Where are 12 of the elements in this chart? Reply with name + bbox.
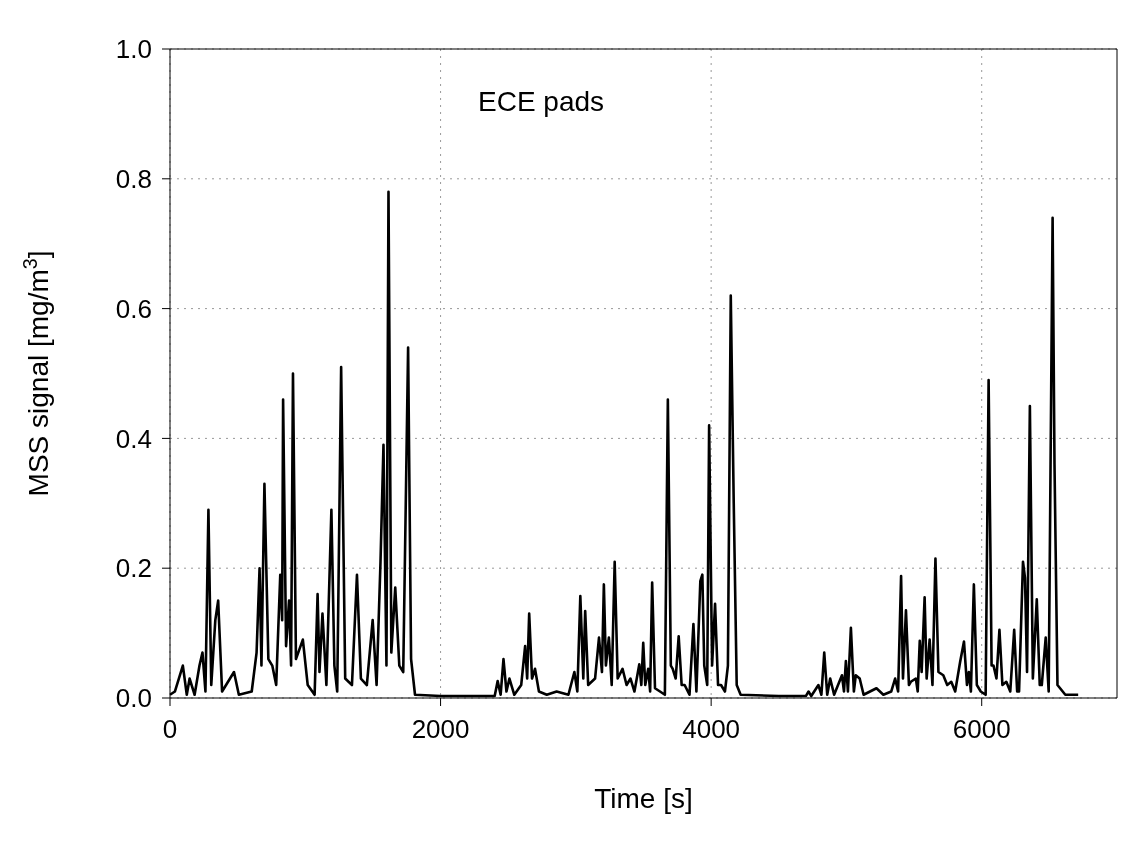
y-tick-label: 0.0 xyxy=(115,683,152,714)
y-tick-label: 0.2 xyxy=(115,553,152,584)
y-tick-label: 0.6 xyxy=(115,293,152,324)
x-tick-label: 0 xyxy=(162,714,178,745)
y-tick-label: 0.4 xyxy=(115,423,152,454)
y-tick-label: 1.0 xyxy=(115,34,152,65)
x-tick-label: 4000 xyxy=(682,714,741,745)
x-tick-label: 2000 xyxy=(411,714,470,745)
x-tick-label: 6000 xyxy=(952,714,1011,745)
y-tick-label: 0.8 xyxy=(115,164,152,195)
annotation: ECE pads xyxy=(478,86,605,118)
x-axis-title: Time [s] xyxy=(594,783,693,814)
